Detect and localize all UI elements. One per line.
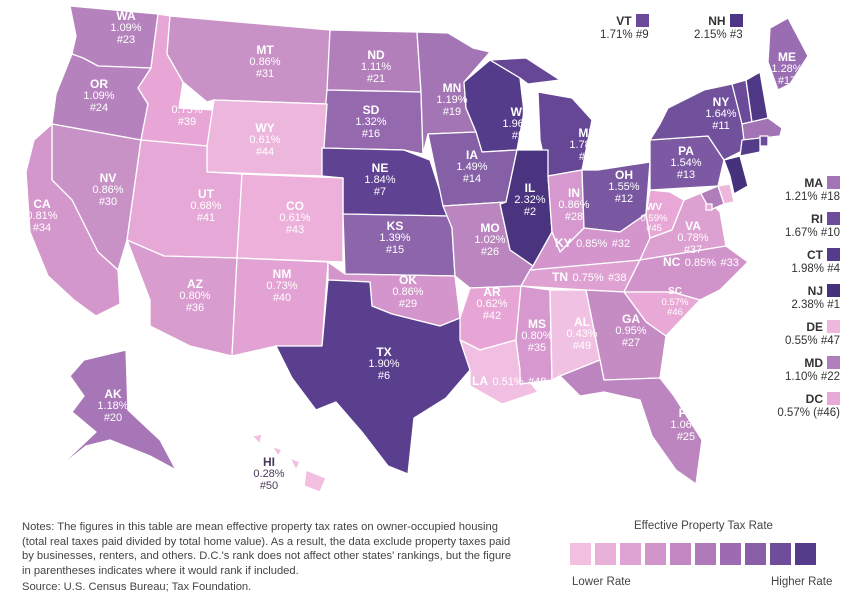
legend-high-label: Higher Rate [771,576,833,588]
ri-swatch [827,212,840,225]
legend-scale [570,543,816,565]
state-label-nh: NH 2.15% #3 [694,14,743,42]
state-label-de: DE 0.55% #47 [785,320,840,348]
source-text: Source: U.S. Census Bureau; Tax Foundati… [22,581,252,594]
ct-swatch [827,248,840,261]
de-swatch [827,320,840,333]
notes-text: Notes: The figures in this table are mea… [22,521,512,577]
legend-swatch-10 [795,543,816,565]
state-dc [705,203,713,211]
state-label-vt: VT 1.71% #9 [600,14,649,42]
state-ca [25,123,121,317]
legend-swatch-2 [595,543,616,565]
state-ny [649,83,753,161]
legend-swatch-8 [745,543,766,565]
dc-swatch [827,392,840,405]
state-ar [459,285,522,351]
state-ri [759,135,769,147]
us-property-tax-map [25,5,809,493]
state-ks [342,213,456,277]
nh-swatch [729,14,743,27]
legend-low-label: Lower Rate [572,576,631,588]
state-ak [55,349,177,471]
state-label-ma: MA 1.21% #18 [785,176,840,204]
state-co [236,173,344,263]
state-nj [723,155,749,195]
legend-swatch-3 [620,543,641,565]
state-la [459,339,539,405]
state-sd [321,89,424,155]
state-label-ri: RI 1.67% #10 [785,212,840,240]
state-fl [559,359,703,485]
legend-swatch-7 [720,543,741,565]
legend-swatch-5 [670,543,691,565]
state-ms [515,285,553,385]
state-md [683,185,725,211]
state-az [126,239,238,357]
nj-swatch [827,284,840,297]
state-label-nj: NJ 2.38% #1 [791,284,840,312]
vt-swatch [635,14,649,27]
state-hi [251,433,327,493]
state-nd [326,29,422,93]
state-tx [275,279,471,475]
state-wy [206,99,328,177]
state-mt [166,15,331,105]
legend-swatch-4 [645,543,666,565]
legend-swatch-1 [570,543,591,565]
state-label-md: MD 1.10% #22 [785,356,840,384]
state-me [767,17,809,91]
state-nm [231,257,329,357]
notes-block: Notes: The figures in this table are mea… [22,520,522,595]
state-ct [739,137,761,157]
state-label-dc: DC 0.57% (#46) [777,392,840,420]
legend-swatch-9 [770,543,791,565]
legend-title: Effective Property Tax Rate [634,520,773,532]
md-swatch [827,356,840,369]
legend-swatch-6 [695,543,716,565]
ma-swatch [827,176,840,189]
state-label-ct: CT 1.98% #4 [791,248,840,276]
state-ma [741,117,783,141]
